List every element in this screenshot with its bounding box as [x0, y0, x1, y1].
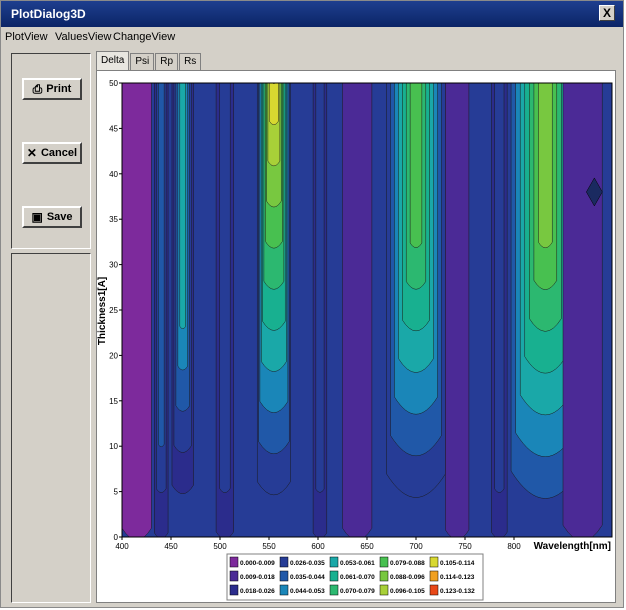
legend-label: 0.123-0.132 [440, 588, 475, 595]
menu-plotview[interactable]: PlotView [5, 31, 48, 43]
y-tick-label: 5 [114, 488, 119, 497]
contour-region [219, 83, 231, 493]
legend-swatch [429, 584, 439, 596]
y-tick-label: 45 [109, 124, 118, 133]
legend-swatch [229, 556, 239, 568]
legend-label: 0.000-0.009 [240, 560, 275, 567]
floppy-disk-icon: ▣ [31, 210, 43, 224]
contour-region [562, 83, 603, 537]
close-icon: ✕ [26, 146, 37, 160]
tab-bar: Delta Psi Rp Rs [96, 51, 202, 71]
button-panel: ⎙ Print ✕ Cancel ▣ Save [11, 53, 91, 603]
title-bar: PlotDialog3D X [1, 1, 623, 27]
menu-bar: PlotView ValuesView ChangeView [1, 27, 623, 47]
x-axis-label: Wavelength[nm] [534, 541, 611, 552]
legend-swatch [429, 570, 439, 582]
legend-label: 0.009-0.018 [240, 574, 275, 581]
contour-region [122, 83, 152, 537]
empty-panel [11, 253, 91, 603]
contour-plot-area: 0 5 10 15 20 25 30 35 40 45 50 400 450 500 550 600 650 7… [96, 70, 616, 603]
contour-region [179, 83, 186, 329]
contour-island [586, 177, 603, 207]
printer-icon: ⎙ [32, 81, 43, 96]
button-group: ⎙ Print ✕ Cancel ▣ Save [11, 53, 91, 249]
legend-label: 0.053-0.061 [340, 560, 375, 567]
x-tick-label: 750 [458, 542, 472, 551]
y-tick-label: 40 [109, 170, 118, 179]
legend-swatch [279, 570, 289, 582]
y-tick-label: 20 [109, 351, 118, 360]
menu-valuesview[interactable]: ValuesView [55, 31, 112, 43]
tab-rp[interactable]: Rp [155, 53, 179, 70]
contour-region [538, 83, 553, 249]
y-tick-label: 50 [109, 79, 118, 88]
legend-swatch [279, 556, 289, 568]
tab-psi[interactable]: Psi [130, 53, 155, 70]
contour-region [158, 83, 165, 448]
legend-swatch [329, 584, 339, 596]
legend-label: 0.079-0.088 [390, 560, 425, 567]
contour-region [271, 83, 276, 84]
y-tick-label: 25 [109, 306, 118, 315]
window-title: PlotDialog3D [11, 7, 86, 21]
x-tick-label: 400 [115, 542, 129, 551]
legend-swatch [229, 570, 239, 582]
y-tick-label: 35 [109, 215, 118, 224]
legend-swatch [329, 556, 339, 568]
legend-label: 0.018-0.026 [240, 588, 275, 595]
x-tick-label: 700 [409, 542, 423, 551]
legend-label: 0.096-0.105 [390, 588, 425, 595]
legend-swatch [379, 556, 389, 568]
tab-delta[interactable]: Delta [96, 51, 130, 70]
legend-label: 0.061-0.070 [340, 574, 375, 581]
legend-swatch [379, 584, 389, 596]
legend-box [226, 553, 484, 601]
contour-region [315, 83, 325, 493]
legend-swatch [279, 584, 289, 596]
close-button[interactable]: X [599, 5, 615, 21]
x-tick-label: 450 [164, 542, 178, 551]
legend-label: 0.026-0.035 [290, 560, 325, 567]
print-button[interactable]: ⎙ Print [22, 78, 82, 100]
contour-region [342, 83, 373, 537]
cancel-label: Cancel [40, 147, 78, 159]
contour-region [409, 83, 423, 248]
y-tick-label: 10 [109, 442, 118, 451]
legend-swatch [329, 570, 339, 582]
save-button[interactable]: ▣ Save [22, 206, 82, 228]
legend-label: 0.105-0.114 [440, 560, 475, 567]
x-tick-label: 800 [507, 542, 521, 551]
legend-label: 0.114-0.123 [440, 574, 475, 581]
contour-region [445, 83, 470, 537]
contour-region [268, 83, 279, 126]
x-tick-label: 500 [213, 542, 227, 551]
legend-label: 0.044-0.053 [290, 588, 325, 595]
y-tick-label: 15 [109, 397, 118, 406]
y-tick-label: 0 [114, 533, 119, 542]
contour-region [494, 83, 505, 493]
legend-label: 0.088-0.096 [390, 574, 425, 581]
legend-swatch [379, 570, 389, 582]
contour-plot: 0 5 10 15 20 25 30 35 40 45 50 400 450 500 550 600 650 7… [97, 79, 613, 601]
legend-swatch [229, 584, 239, 596]
x-tick-label: 550 [262, 542, 276, 551]
x-tick-label: 600 [311, 542, 325, 551]
legend-label: 0.070-0.079 [340, 588, 375, 595]
save-label: Save [46, 211, 73, 223]
y-tick-label: 30 [109, 261, 118, 270]
plot-panel: Delta Psi Rp Rs 0 5 10 15 20 25 30 35 40 45 50 400… [96, 51, 616, 603]
y-axis-label: Thickness1[A] [97, 277, 108, 345]
legend-label: 0.035-0.044 [290, 574, 325, 581]
menu-changeview[interactable]: ChangeView [113, 31, 176, 43]
tab-rs[interactable]: Rs [179, 53, 202, 70]
x-tick-label: 650 [360, 542, 374, 551]
cancel-button[interactable]: ✕ Cancel [22, 142, 82, 164]
legend-swatch [429, 556, 439, 568]
print-label: Print [46, 83, 72, 95]
